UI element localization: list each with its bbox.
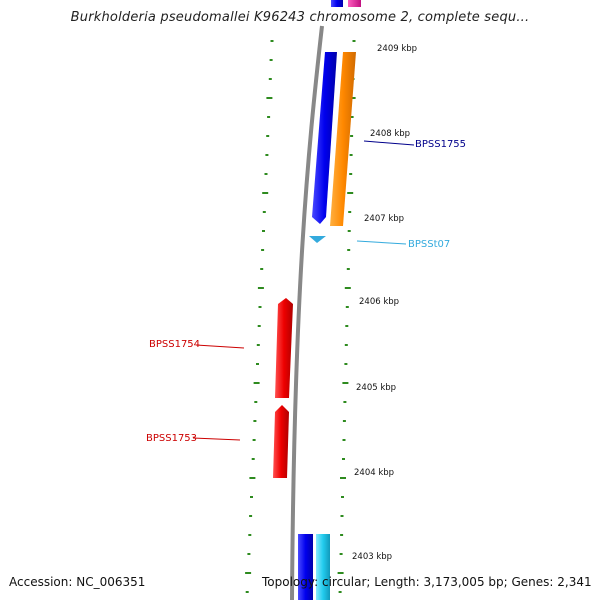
leader-bpss1753 — [192, 437, 241, 441]
track-dash — [352, 40, 356, 42]
track-dash — [343, 401, 347, 403]
track-dash — [342, 439, 346, 441]
trna-bpsst07-marker — [309, 236, 326, 243]
track-dash — [338, 591, 342, 593]
gc-skew-dash — [247, 553, 251, 555]
track-dash — [350, 116, 354, 118]
tick-label-2406: 2406 kbp — [359, 297, 399, 307]
gc-skew-dash — [262, 192, 269, 194]
track-dash — [347, 192, 354, 194]
gc-skew-dash — [264, 173, 268, 175]
gc-skew-dash — [249, 477, 256, 479]
reverse-cds-bpss1754 — [275, 298, 293, 398]
gc-skew-dash — [256, 344, 260, 346]
track-dash — [340, 515, 344, 517]
tick-label-2409: 2409 kbp — [377, 44, 417, 54]
tick-label-2407: 2407 kbp — [364, 214, 404, 224]
gc-skew-dash — [257, 325, 261, 327]
gc-skew-dash — [253, 420, 257, 422]
gc-skew-dash — [260, 268, 264, 270]
tick-label-2405: 2405 kbp — [356, 383, 396, 393]
gc-skew-dash — [256, 363, 259, 365]
track-dash — [342, 382, 349, 384]
gc-skew-dash — [262, 230, 265, 232]
gc-skew-track-left — [245, 40, 274, 593]
track-dash — [339, 553, 343, 555]
gene-label-bpss1753: BPSS1753 — [146, 433, 197, 444]
track-dash — [347, 249, 351, 251]
leader-bpss1754 — [195, 344, 245, 349]
gene-label-bpss1755: BPSS1755 — [415, 139, 466, 150]
gc-skew-dash — [252, 439, 256, 441]
reverse-cds-orange — [330, 52, 356, 226]
reverse-cds-bpss1753 — [273, 405, 289, 478]
forward-cds-bpss1755 — [312, 52, 337, 224]
gc-skew-dash — [250, 496, 253, 498]
gc-skew-dash — [270, 40, 274, 42]
gc-skew-dash — [258, 306, 262, 308]
track-dash — [347, 230, 351, 232]
track-dash — [342, 458, 345, 460]
track-dash — [344, 344, 348, 346]
track-dash — [341, 496, 344, 498]
gc-skew-dash — [253, 382, 260, 384]
gene-label-bpss1754: BPSS1754 — [149, 339, 200, 350]
gc-skew-dash — [261, 249, 265, 251]
bottom-cds-blue — [298, 534, 313, 600]
backbone-arc — [290, 25, 324, 600]
track-dash — [349, 97, 356, 99]
gc-skew-dash — [251, 458, 255, 460]
partial-rrna-top-pink — [348, 0, 361, 7]
track-dash — [340, 477, 346, 479]
bottom-cds-cyan — [316, 534, 330, 600]
gc-skew-dash — [266, 97, 273, 99]
gc-skew-dash — [245, 591, 249, 593]
gc-skew-dash — [249, 515, 253, 517]
partial-cds-top-blue — [331, 0, 343, 7]
track-dash — [349, 154, 353, 156]
gc-skew-dash — [262, 211, 266, 213]
tick-label-2408: 2408 kbp — [370, 129, 410, 139]
track-dash — [340, 534, 344, 536]
gc-skew-dash — [266, 135, 270, 137]
track-dash — [344, 287, 351, 289]
leader-bpsst07 — [356, 240, 407, 245]
tick-label-2403: 2403 kbp — [352, 552, 392, 562]
track-dash — [349, 173, 353, 175]
gc-skew-dash — [267, 116, 271, 118]
track-dash — [348, 211, 352, 213]
track-dash — [346, 268, 350, 270]
tick-label-2404: 2404 kbp — [354, 468, 394, 478]
track-dash — [337, 572, 344, 574]
gc-skew-dash — [248, 534, 252, 536]
gc-skew-dash — [245, 572, 252, 574]
accession-label: Accession: NC_006351 — [9, 575, 146, 589]
leader-bpss1755 — [363, 140, 415, 146]
topology-label: Topology: circular; Length: 3,173,005 bp… — [262, 575, 592, 589]
track-dash — [342, 420, 346, 422]
map-title: Burkholderia pseudomallei K96243 chromos… — [70, 10, 530, 25]
gc-skew-dash — [254, 401, 258, 403]
track-dash — [350, 135, 354, 137]
gc-skew-dash — [269, 59, 273, 61]
track-dash — [345, 325, 349, 327]
gene-label-bpsst07: BPSSt07 — [408, 239, 450, 250]
gc-skew-dash — [257, 287, 264, 289]
track-dash — [345, 306, 349, 308]
gc-skew-dash — [265, 154, 269, 156]
track-dash — [344, 363, 348, 365]
gc-skew-dash — [268, 78, 272, 80]
